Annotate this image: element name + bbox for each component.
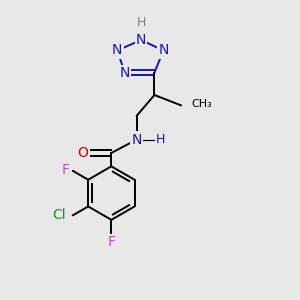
Text: O: O bbox=[78, 146, 88, 160]
Text: F: F bbox=[61, 163, 69, 177]
Text: N: N bbox=[158, 44, 169, 57]
Text: H: H bbox=[156, 133, 165, 146]
Text: N: N bbox=[131, 133, 142, 147]
Text: N: N bbox=[136, 33, 146, 47]
Text: Cl: Cl bbox=[52, 208, 66, 222]
Text: N: N bbox=[119, 66, 130, 80]
Text: H: H bbox=[136, 16, 146, 29]
Text: N: N bbox=[112, 44, 122, 57]
Text: F: F bbox=[107, 235, 116, 249]
Text: CH₃: CH₃ bbox=[192, 99, 212, 109]
